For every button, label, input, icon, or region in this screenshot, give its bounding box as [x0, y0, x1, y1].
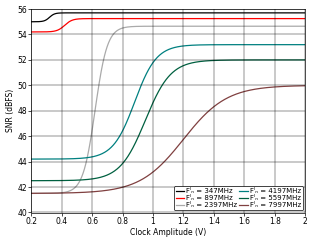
Fᴵₙ = 5597MHz — [57, 179, 61, 182]
Line: Fᴵₙ = 7997MHz: Fᴵₙ = 7997MHz — [31, 86, 305, 193]
Fᴵₙ = 5597MHz — [218, 59, 221, 62]
Fᴵₙ = 7997MHz — [248, 89, 252, 92]
Fᴵₙ = 347MHz — [248, 11, 252, 14]
Fᴵₙ = 897MHz — [218, 17, 221, 20]
Fᴵₙ = 5597MHz — [140, 127, 144, 130]
Fᴵₙ = 2397MHz — [29, 192, 33, 195]
Fᴵₙ = 7997MHz — [243, 90, 247, 93]
Fᴵₙ = 2397MHz — [140, 25, 144, 28]
Line: Fᴵₙ = 347MHz: Fᴵₙ = 347MHz — [31, 13, 305, 22]
Fᴵₙ = 4197MHz — [57, 157, 61, 160]
Fᴵₙ = 4197MHz — [303, 43, 307, 46]
Fᴵₙ = 7997MHz — [303, 84, 307, 87]
Fᴵₙ = 7997MHz — [140, 178, 144, 181]
Fᴵₙ = 897MHz — [150, 17, 154, 20]
Fᴵₙ = 2397MHz — [218, 25, 221, 28]
Line: Fᴵₙ = 4197MHz: Fᴵₙ = 4197MHz — [31, 45, 305, 159]
Fᴵₙ = 4197MHz — [218, 43, 221, 46]
Fᴵₙ = 2397MHz — [57, 191, 61, 194]
Fᴵₙ = 897MHz — [248, 17, 252, 20]
Fᴵₙ = 347MHz — [57, 12, 61, 15]
Fᴵₙ = 2397MHz — [248, 25, 252, 28]
X-axis label: Clock Amplitude (V): Clock Amplitude (V) — [130, 228, 206, 237]
Fᴵₙ = 897MHz — [190, 17, 193, 20]
Legend: Fᴵₙ = 347MHz, Fᴵₙ = 897MHz, Fᴵₙ = 2397MHz, Fᴵₙ = 4197MHz, Fᴵₙ = 5597MHz, Fᴵₙ = 7: Fᴵₙ = 347MHz, Fᴵₙ = 897MHz, Fᴵₙ = 2397MH… — [173, 186, 303, 210]
Fᴵₙ = 4197MHz — [243, 43, 247, 46]
Fᴵₙ = 7997MHz — [218, 101, 221, 104]
Fᴵₙ = 7997MHz — [150, 172, 154, 174]
Fᴵₙ = 897MHz — [303, 17, 307, 20]
Fᴵₙ = 7997MHz — [57, 192, 61, 195]
Fᴵₙ = 347MHz — [131, 11, 135, 14]
Fᴵₙ = 2397MHz — [150, 25, 154, 28]
Fᴵₙ = 897MHz — [243, 17, 247, 20]
Fᴵₙ = 897MHz — [140, 17, 144, 20]
Line: Fᴵₙ = 2397MHz: Fᴵₙ = 2397MHz — [31, 26, 305, 193]
Fᴵₙ = 4197MHz — [248, 43, 252, 46]
Fᴵₙ = 347MHz — [243, 11, 247, 14]
Fᴵₙ = 4197MHz — [29, 158, 33, 161]
Fᴵₙ = 5597MHz — [150, 104, 154, 107]
Fᴵₙ = 2397MHz — [302, 25, 306, 28]
Fᴵₙ = 5597MHz — [29, 179, 33, 182]
Fᴵₙ = 2397MHz — [303, 25, 307, 28]
Fᴵₙ = 4197MHz — [150, 63, 154, 66]
Fᴵₙ = 347MHz — [303, 11, 307, 14]
Fᴵₙ = 347MHz — [218, 11, 221, 14]
Y-axis label: SNR (dBFS): SNR (dBFS) — [6, 89, 15, 132]
Fᴵₙ = 897MHz — [57, 28, 61, 31]
Line: Fᴵₙ = 897MHz: Fᴵₙ = 897MHz — [31, 19, 305, 32]
Fᴵₙ = 897MHz — [29, 30, 33, 33]
Fᴵₙ = 5597MHz — [248, 59, 252, 61]
Fᴵₙ = 2397MHz — [243, 25, 247, 28]
Fᴵₙ = 4197MHz — [140, 82, 144, 85]
Fᴵₙ = 7997MHz — [29, 192, 33, 195]
Fᴵₙ = 347MHz — [150, 11, 154, 14]
Fᴵₙ = 347MHz — [140, 11, 144, 14]
Fᴵₙ = 347MHz — [29, 20, 33, 23]
Fᴵₙ = 5597MHz — [243, 59, 247, 61]
Line: Fᴵₙ = 5597MHz: Fᴵₙ = 5597MHz — [31, 60, 305, 181]
Fᴵₙ = 5597MHz — [303, 59, 307, 61]
